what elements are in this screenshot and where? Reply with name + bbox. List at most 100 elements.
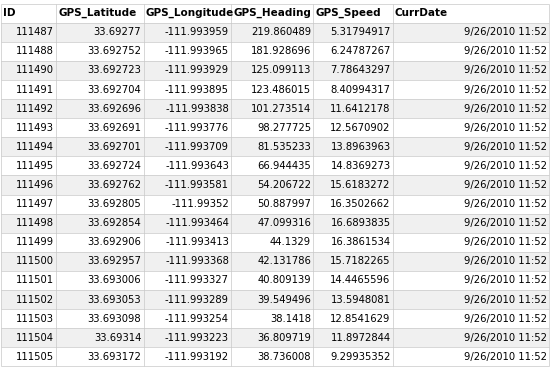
Text: 54.206722: 54.206722	[257, 180, 311, 190]
Text: 7.78643297: 7.78643297	[331, 65, 390, 75]
Text: GPS_Heading: GPS_Heading	[233, 8, 311, 18]
Text: ID: ID	[3, 8, 16, 18]
Text: GPS_Speed: GPS_Speed	[316, 8, 381, 18]
Text: 6.24787267: 6.24787267	[330, 46, 390, 56]
Text: 33.693172: 33.693172	[87, 352, 141, 362]
Text: 111495: 111495	[15, 161, 54, 171]
Text: 9/26/2010 11:52: 9/26/2010 11:52	[464, 65, 547, 75]
Text: -111.993254: -111.993254	[165, 314, 229, 324]
Text: 40.809139: 40.809139	[257, 275, 311, 285]
Text: 12.8541629: 12.8541629	[330, 314, 390, 324]
Text: 9/26/2010 11:52: 9/26/2010 11:52	[464, 142, 547, 152]
Text: 9/26/2010 11:52: 9/26/2010 11:52	[464, 333, 547, 343]
Text: 9/26/2010 11:52: 9/26/2010 11:52	[464, 295, 547, 305]
Text: 33.692723: 33.692723	[87, 65, 141, 75]
Text: -111.993368: -111.993368	[165, 256, 229, 266]
Text: 8.40994317: 8.40994317	[331, 85, 390, 95]
Text: 111500: 111500	[16, 256, 54, 266]
Text: -111.993464: -111.993464	[165, 218, 229, 228]
Text: 16.3502662: 16.3502662	[330, 199, 390, 209]
Text: 111492: 111492	[15, 104, 54, 114]
Bar	[1, 99, 549, 118]
Bar	[1, 195, 549, 213]
Text: 44.1329: 44.1329	[270, 237, 311, 247]
Text: 9/26/2010 11:52: 9/26/2010 11:52	[464, 256, 547, 266]
Text: 123.486015: 123.486015	[251, 85, 311, 95]
Text: CurrDate: CurrDate	[395, 8, 448, 18]
Text: -111.993327: -111.993327	[165, 275, 229, 285]
Text: 33.692752: 33.692752	[87, 46, 141, 56]
Text: 9/26/2010 11:52: 9/26/2010 11:52	[464, 123, 547, 133]
Text: GPS_Latitude: GPS_Latitude	[58, 8, 136, 18]
Bar	[1, 347, 549, 366]
Text: 33.693098: 33.693098	[87, 314, 141, 324]
Text: -111.993581: -111.993581	[165, 180, 229, 190]
Text: 47.099316: 47.099316	[257, 218, 311, 228]
Text: 9/26/2010 11:52: 9/26/2010 11:52	[464, 161, 547, 171]
Text: 38.1418: 38.1418	[270, 314, 311, 324]
Bar	[1, 157, 549, 175]
Bar	[1, 61, 549, 80]
Text: GPS_Longitude: GPS_Longitude	[146, 8, 234, 18]
Text: 9/26/2010 11:52: 9/26/2010 11:52	[464, 104, 547, 114]
Text: 9/26/2010 11:52: 9/26/2010 11:52	[464, 27, 547, 37]
Text: 98.277725: 98.277725	[257, 123, 311, 133]
Text: 219.860489: 219.860489	[251, 27, 311, 37]
Text: 111499: 111499	[15, 237, 54, 247]
Text: 111496: 111496	[15, 180, 54, 190]
Text: 9/26/2010 11:52: 9/26/2010 11:52	[464, 46, 547, 56]
Text: 9/26/2010 11:52: 9/26/2010 11:52	[464, 314, 547, 324]
Text: 9/26/2010 11:52: 9/26/2010 11:52	[464, 85, 547, 95]
Bar	[1, 42, 549, 61]
Text: 33.692957: 33.692957	[87, 256, 141, 266]
Bar	[1, 309, 549, 328]
Text: 11.8972844: 11.8972844	[331, 333, 390, 343]
Text: 181.928696: 181.928696	[251, 46, 311, 56]
Text: 111505: 111505	[15, 352, 54, 362]
Text: -111.993643: -111.993643	[165, 161, 229, 171]
Bar	[1, 328, 549, 347]
Text: 36.809719: 36.809719	[257, 333, 311, 343]
Text: 9/26/2010 11:52: 9/26/2010 11:52	[464, 218, 547, 228]
Bar	[1, 80, 549, 99]
Text: -111.993776: -111.993776	[165, 123, 229, 133]
Text: 33.69277: 33.69277	[94, 27, 141, 37]
Text: -111.993965: -111.993965	[165, 46, 229, 56]
Text: -111.993959: -111.993959	[165, 27, 229, 37]
Text: 33.692701: 33.692701	[87, 142, 141, 152]
Text: 125.099113: 125.099113	[251, 65, 311, 75]
Text: -111.993413: -111.993413	[165, 237, 229, 247]
Text: 111493: 111493	[16, 123, 54, 133]
Text: 33.693006: 33.693006	[87, 275, 141, 285]
Text: 111487: 111487	[16, 27, 54, 37]
Text: -111.993709: -111.993709	[165, 142, 229, 152]
Text: 15.7182265: 15.7182265	[330, 256, 390, 266]
Bar	[1, 118, 549, 137]
Bar	[1, 271, 549, 290]
Text: 111498: 111498	[16, 218, 54, 228]
Text: 5.31794917: 5.31794917	[330, 27, 390, 37]
Text: 12.5670902: 12.5670902	[330, 123, 390, 133]
Text: 14.8369273: 14.8369273	[331, 161, 390, 171]
Text: 9/26/2010 11:52: 9/26/2010 11:52	[464, 180, 547, 190]
Text: -111.993838: -111.993838	[165, 104, 229, 114]
Text: 33.692906: 33.692906	[87, 237, 141, 247]
Text: 9/26/2010 11:52: 9/26/2010 11:52	[464, 199, 547, 209]
Bar	[1, 137, 549, 157]
Text: 33.692724: 33.692724	[87, 161, 141, 171]
Text: 111504: 111504	[16, 333, 54, 343]
Text: 11.6412178: 11.6412178	[330, 104, 390, 114]
Text: 50.887997: 50.887997	[257, 199, 311, 209]
Text: 38.736008: 38.736008	[257, 352, 311, 362]
Text: 9/26/2010 11:52: 9/26/2010 11:52	[464, 237, 547, 247]
Text: -111.993192: -111.993192	[165, 352, 229, 362]
Text: 16.6893835: 16.6893835	[331, 218, 390, 228]
Text: 13.8963963: 13.8963963	[331, 142, 390, 152]
Text: 13.5948081: 13.5948081	[331, 295, 390, 305]
Text: 111490: 111490	[16, 65, 54, 75]
Text: 33.692704: 33.692704	[87, 85, 141, 95]
Text: -111.993223: -111.993223	[165, 333, 229, 343]
Bar	[1, 23, 549, 42]
Text: 33.692762: 33.692762	[87, 180, 141, 190]
Text: 81.535233: 81.535233	[257, 142, 311, 152]
